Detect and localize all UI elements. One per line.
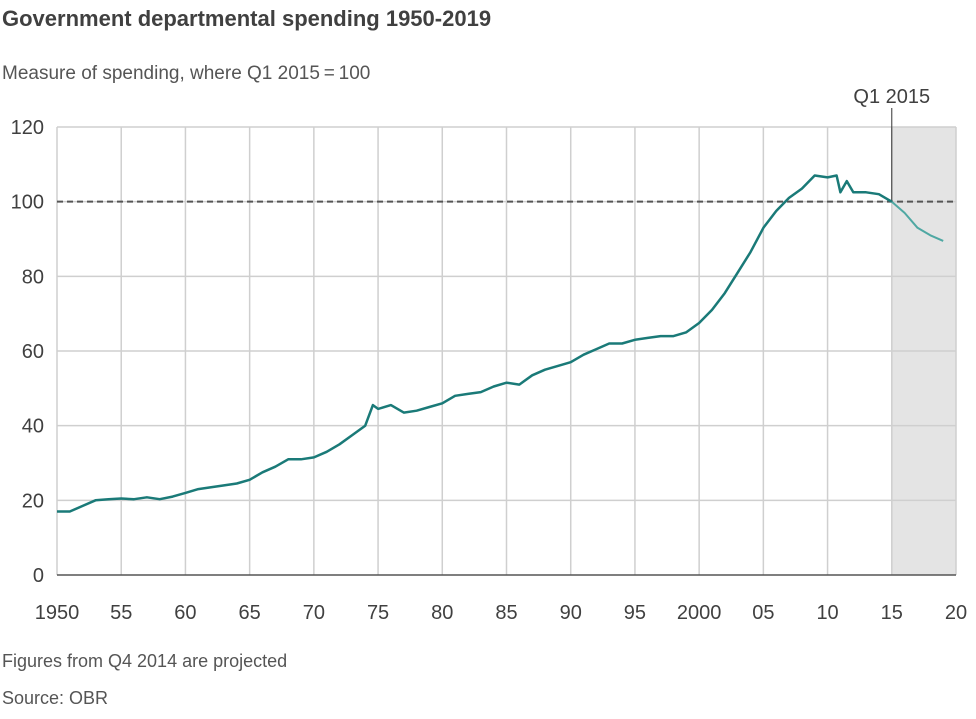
x-tick-label: 55	[110, 602, 132, 624]
x-tick-label: 95	[624, 602, 646, 624]
x-tick-label: 65	[239, 602, 261, 624]
y-tick-label: 20	[22, 490, 44, 512]
y-tick-label: 40	[22, 416, 44, 438]
x-tick-label: 1950	[35, 602, 80, 624]
x-tick-label: 20	[945, 602, 967, 624]
y-tick-label: 120	[11, 117, 44, 139]
q1-2015-marker-label: Q1 2015	[853, 86, 930, 108]
chart-subtitle: Measure of spending, where Q1 2015 = 100	[2, 63, 371, 84]
y-tick-label: 0	[33, 565, 44, 587]
y-tick-label: 100	[11, 192, 44, 214]
y-tick-label: 60	[22, 341, 44, 363]
x-tick-label: 10	[816, 602, 838, 624]
y-tick-label: 80	[22, 266, 44, 288]
x-tick-label: 85	[495, 602, 517, 624]
x-tick-label: 15	[881, 602, 903, 624]
x-tick-label: 2000	[677, 602, 722, 624]
x-tick-label: 70	[303, 602, 325, 624]
x-tick-label: 05	[752, 602, 774, 624]
x-tick-label: 90	[560, 602, 582, 624]
x-tick-label: 80	[431, 602, 453, 624]
chart-title: Government departmental spending 1950-20…	[2, 6, 492, 31]
projected-series-line	[891, 200, 944, 242]
x-tick-label: 60	[174, 602, 196, 624]
source-note: Source: OBR	[2, 688, 109, 708]
actual-series-line	[57, 174, 893, 513]
x-tick-label: 75	[367, 602, 389, 624]
projection-note: Figures from Q4 2014 are projected	[2, 651, 288, 671]
